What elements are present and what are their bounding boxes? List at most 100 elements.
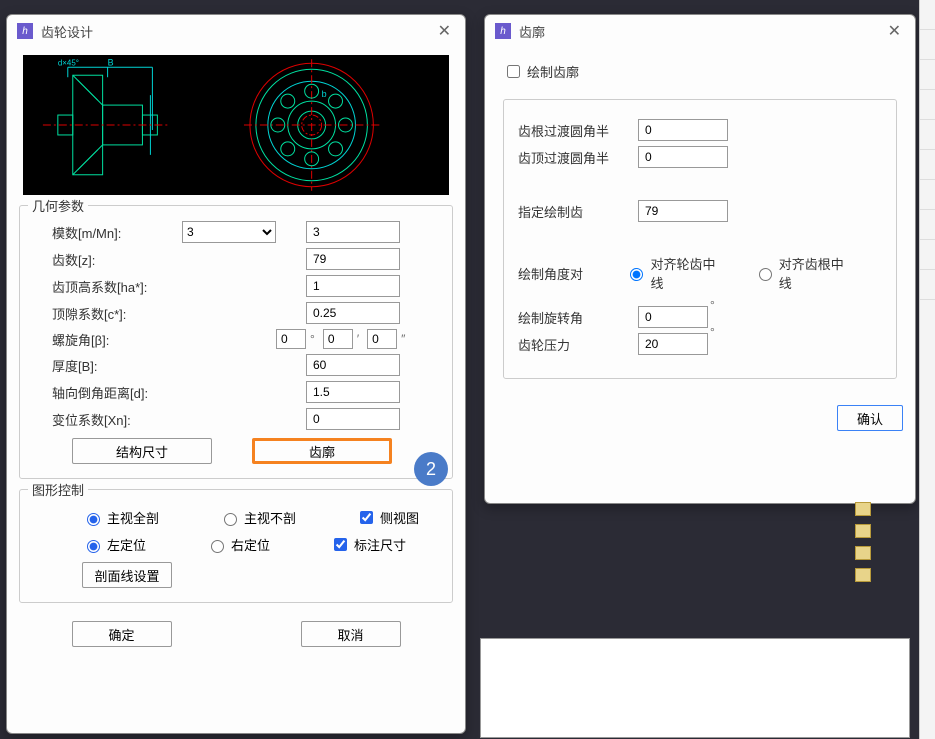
teeth-label: 齿数[z]: <box>32 250 182 269</box>
side-view-label: 侧视图 <box>380 508 419 527</box>
rotation-input[interactable] <box>638 306 708 328</box>
app-icon: h <box>17 23 33 39</box>
rotation-unit: ° <box>710 298 715 312</box>
dim-label-label: 标注尺寸 <box>354 535 406 554</box>
cstar-label: 顶隙系数[c*]: <box>32 304 182 323</box>
helix-min-input[interactable] <box>323 329 353 349</box>
row-hastar: 齿顶高系数[ha*]: <box>32 275 440 297</box>
rotation-label: 绘制旋转角 <box>518 308 638 327</box>
geometry-params-group: 几何参数 模数[m/Mn]: 3 齿数[z]: 齿顶高系数[ha*]: 顶隙系数… <box>19 205 453 479</box>
edge-cell[interactable] <box>920 60 935 90</box>
tooth-profile-dialog: h 齿廓 ✕ 绘制齿廓 齿根过渡圆角半 齿顶过渡圆角半 指定绘制齿 绘制角度对 … <box>484 14 916 504</box>
dialog-title: 齿廓 <box>519 22 884 41</box>
close-icon[interactable]: ✕ <box>884 21 905 41</box>
cancel-button[interactable]: 取消 <box>301 621 401 647</box>
hastar-label: 齿顶高系数[ha*]: <box>32 277 182 296</box>
titlebar: h 齿轮设计 ✕ <box>7 15 465 47</box>
row-chamfer: 轴向倒角距离[d]: <box>32 381 440 403</box>
svg-text:d×45°: d×45° <box>58 58 79 67</box>
edge-cell[interactable] <box>920 210 935 240</box>
thickness-input[interactable] <box>306 354 400 376</box>
right-pos-label: 右定位 <box>231 535 270 554</box>
folder-icon[interactable] <box>855 568 871 582</box>
pressure-label: 齿轮压力 <box>518 335 638 354</box>
bottom-output-pane <box>480 638 910 738</box>
row-shift: 变位系数[Xn]: <box>32 408 440 430</box>
root-fillet-label: 齿根过渡圆角半 <box>518 121 638 140</box>
folder-icon[interactable] <box>855 546 871 560</box>
edge-cell[interactable] <box>920 150 935 180</box>
no-section-radio[interactable] <box>224 513 237 526</box>
min-unit: ′ <box>357 332 359 346</box>
app-icon: h <box>495 23 511 39</box>
helix-sec-input[interactable] <box>367 329 397 349</box>
edge-cell[interactable] <box>920 0 935 30</box>
toolbar-strip <box>855 502 875 582</box>
full-section-label: 主视全剖 <box>107 508 159 527</box>
teeth-input[interactable] <box>306 248 400 270</box>
side-view-check[interactable] <box>360 511 373 524</box>
left-pos-radio[interactable] <box>87 540 100 553</box>
ok-button[interactable]: 确定 <box>72 621 172 647</box>
draw-teeth-input[interactable] <box>638 200 728 222</box>
geometry-legend: 几何参数 <box>28 196 88 215</box>
angle-align-label: 绘制角度对 <box>518 264 625 283</box>
row-teeth: 齿数[z]: <box>32 248 440 270</box>
row-helix: 螺旋角[β]: ° ′ ″ <box>32 329 440 349</box>
cstar-input[interactable] <box>306 302 400 324</box>
chamfer-input[interactable] <box>306 381 400 403</box>
helix-label: 螺旋角[β]: <box>32 330 182 349</box>
module-input[interactable] <box>306 221 400 243</box>
tooth-profile-button[interactable]: 齿廓 <box>252 438 392 464</box>
module-select[interactable]: 3 <box>182 221 276 243</box>
thickness-label: 厚度[B]: <box>32 356 182 375</box>
edge-cell[interactable] <box>920 270 935 300</box>
edge-cell[interactable] <box>920 180 935 210</box>
structure-size-button[interactable]: 结构尺寸 <box>72 438 212 464</box>
graphics-control-group: 图形控制 主视全剖 主视不剖 侧视图 左定位 右定位 标注尺寸 剖面线设置 <box>19 489 453 603</box>
left-pos-label: 左定位 <box>107 535 146 554</box>
edge-cell[interactable] <box>920 30 935 60</box>
root-fillet-input[interactable] <box>638 119 728 141</box>
no-section-label: 主视不剖 <box>244 508 296 527</box>
close-icon[interactable]: ✕ <box>434 21 455 41</box>
deg-unit: ° <box>310 332 315 346</box>
dialog-title: 齿轮设计 <box>41 22 434 41</box>
hatch-settings-button[interactable]: 剖面线设置 <box>82 562 172 588</box>
align-tooth-center-radio[interactable] <box>630 268 643 281</box>
module-label: 模数[m/Mn]: <box>32 223 182 242</box>
sec-unit: ″ <box>401 332 405 346</box>
chamfer-label: 轴向倒角距离[d]: <box>32 383 182 402</box>
align-tooth-center-label: 对齐轮齿中线 <box>650 254 717 292</box>
folder-icon[interactable] <box>855 502 871 516</box>
folder-icon[interactable] <box>855 524 871 538</box>
hastar-input[interactable] <box>306 275 400 297</box>
confirm-button[interactable]: 确认 <box>837 405 903 431</box>
gear-diagram: B d×45° b <box>23 55 449 195</box>
tip-fillet-input[interactable] <box>638 146 728 168</box>
draw-profile-label: 绘制齿廓 <box>527 62 579 81</box>
edge-panel <box>919 0 935 739</box>
align-root-center-radio[interactable] <box>759 268 772 281</box>
row-thickness: 厚度[B]: <box>32 354 440 376</box>
svg-text:B: B <box>108 57 114 67</box>
row-module: 模数[m/Mn]: 3 <box>32 221 440 243</box>
edge-cell[interactable] <box>920 90 935 120</box>
callout-2: 2 <box>414 452 448 486</box>
row-cstar: 顶隙系数[c*]: <box>32 302 440 324</box>
titlebar: h 齿廓 ✕ <box>485 15 915 47</box>
tip-fillet-label: 齿顶过渡圆角半 <box>518 148 638 167</box>
shift-input[interactable] <box>306 408 400 430</box>
dim-label-check[interactable] <box>334 538 347 551</box>
right-pos-radio[interactable] <box>211 540 224 553</box>
edge-cell[interactable] <box>920 240 935 270</box>
gear-design-dialog: h 齿轮设计 ✕ B d×45° <box>6 14 466 734</box>
pressure-unit: ° <box>710 325 715 339</box>
pressure-input[interactable] <box>638 333 708 355</box>
graphics-legend: 图形控制 <box>28 480 88 499</box>
full-section-radio[interactable] <box>87 513 100 526</box>
draw-profile-check[interactable] <box>507 65 520 78</box>
edge-cell[interactable] <box>920 120 935 150</box>
align-root-center-label: 对齐齿根中线 <box>779 254 846 292</box>
helix-deg-input[interactable] <box>276 329 306 349</box>
